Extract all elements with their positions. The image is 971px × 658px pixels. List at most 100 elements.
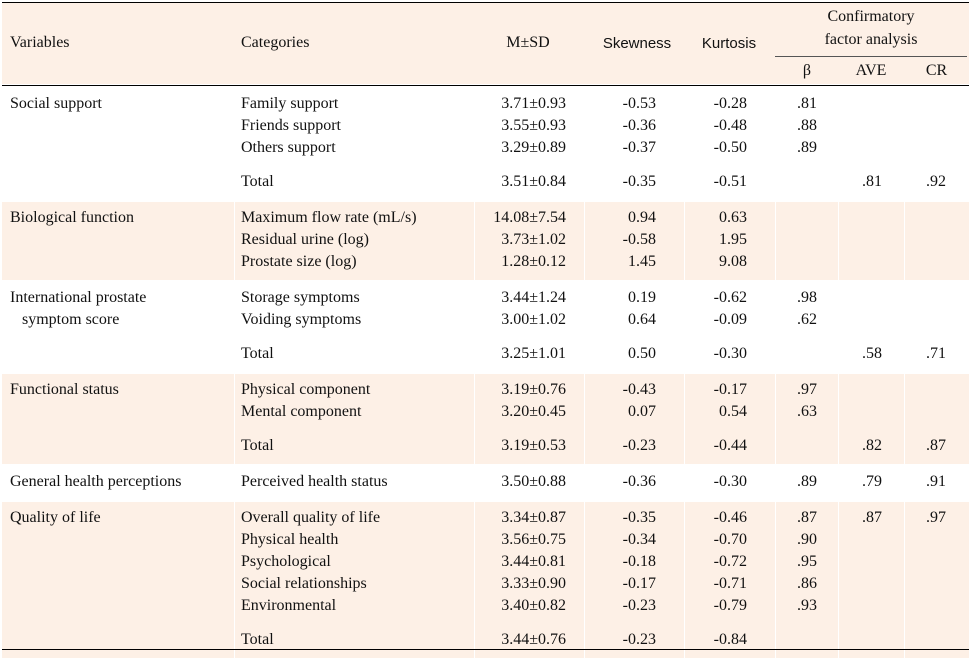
cell-msd: 3.71±0.93 — [501, 95, 566, 112]
cell-beta: .90 — [797, 531, 817, 548]
cell-skew: 1.45 — [628, 253, 656, 270]
group-band — [2, 502, 969, 658]
cell-msd: 3.51±0.84 — [501, 173, 566, 190]
cell-kurt: -0.79 — [713, 597, 747, 614]
cell-category: Total — [241, 631, 274, 648]
cell-kurt: 0.63 — [719, 209, 747, 226]
column-separator — [234, 374, 235, 464]
variable-name: Quality of life — [10, 509, 101, 526]
cell-category: Maximum flow rate (mL/s) — [241, 209, 417, 226]
cell-skew: -0.34 — [622, 531, 656, 548]
cell-skew: -0.17 — [622, 575, 656, 592]
header-msd: M±SD — [506, 34, 550, 51]
cell-category: Physical component — [241, 381, 371, 398]
column-separator — [838, 502, 839, 658]
cell-kurt: -0.17 — [713, 381, 747, 398]
header-ave: AVE — [855, 62, 887, 79]
cell-kurt: 1.95 — [719, 231, 747, 248]
cell-skew: 0.19 — [628, 289, 656, 306]
cell-category: Others support — [241, 139, 336, 156]
column-separator — [684, 202, 685, 280]
cell-kurt: 0.54 — [719, 403, 747, 420]
column-separator — [584, 502, 585, 658]
cell-category: Physical health — [241, 531, 339, 548]
cell-cr: .71 — [926, 345, 946, 362]
column-separator — [684, 374, 685, 464]
cell-category: Total — [241, 345, 274, 362]
column-separator — [904, 202, 905, 280]
column-separator — [775, 202, 776, 280]
cell-beta: .87 — [797, 509, 817, 526]
cell-cr: .87 — [926, 437, 946, 454]
header-kurtosis: Kurtosis — [701, 35, 757, 52]
variable-name: Functional status — [10, 381, 119, 398]
cell-beta: .88 — [797, 117, 817, 134]
cell-category: Total — [241, 173, 274, 190]
cell-kurt: -0.72 — [713, 553, 747, 570]
cell-kurt: -0.30 — [713, 345, 747, 362]
cell-ave: .82 — [862, 437, 882, 454]
cell-beta: .93 — [797, 597, 817, 614]
cell-beta: .97 — [797, 381, 817, 398]
cell-beta: .62 — [797, 311, 817, 328]
group-band — [2, 88, 969, 200]
cell-kurt: -0.62 — [713, 289, 747, 306]
cell-skew: -0.43 — [622, 381, 656, 398]
cell-category: Psychological — [241, 553, 331, 570]
cell-skew: -0.36 — [622, 473, 656, 490]
cell-skew: -0.53 — [622, 95, 656, 112]
header-beta: β — [802, 62, 812, 79]
column-separator — [775, 502, 776, 658]
cell-kurt: -0.71 — [713, 575, 747, 592]
cell-skew: 0.07 — [628, 403, 656, 420]
cell-msd: 3.56±0.75 — [501, 531, 566, 548]
cell-msd: 3.25±1.01 — [501, 345, 566, 362]
cell-skew: -0.58 — [622, 231, 656, 248]
cell-kurt: 9.08 — [719, 253, 747, 270]
cell-kurt: -0.28 — [713, 95, 747, 112]
cell-msd: 3.00±1.02 — [501, 311, 566, 328]
cell-skew: -0.35 — [622, 173, 656, 190]
cell-cr: .92 — [926, 173, 946, 190]
cell-msd: 3.73±1.02 — [501, 231, 566, 248]
cell-kurt: -0.48 — [713, 117, 747, 134]
cell-msd: 14.08±7.54 — [493, 209, 566, 226]
column-separator — [584, 374, 585, 464]
column-separator — [838, 374, 839, 464]
column-separator — [474, 502, 475, 658]
variable-name: symptom score — [22, 311, 120, 328]
cell-beta: .86 — [797, 575, 817, 592]
cell-skew: -0.23 — [622, 631, 656, 648]
column-separator — [474, 374, 475, 464]
cell-skew: 0.50 — [628, 345, 656, 362]
cell-kurt: -0.30 — [713, 473, 747, 490]
top-rule — [2, 2, 969, 3]
cell-skew: -0.23 — [622, 437, 656, 454]
column-separator — [838, 202, 839, 280]
cell-ave: .81 — [862, 173, 882, 190]
cell-kurt: -0.46 — [713, 509, 747, 526]
cell-msd: 3.19±0.53 — [501, 437, 566, 454]
group-band — [2, 466, 969, 500]
column-separator — [234, 202, 235, 280]
header-cfa-line1: Confirmatory — [827, 8, 915, 25]
cell-msd: 3.50±0.88 — [501, 473, 566, 490]
column-separator — [904, 374, 905, 464]
cell-kurt: -0.09 — [713, 311, 747, 328]
cell-skew: 0.64 — [628, 311, 656, 328]
header-skewness: Skewness — [602, 35, 672, 52]
variable-name: General health perceptions — [10, 473, 182, 490]
cell-msd: 3.44±0.76 — [501, 631, 566, 648]
cell-beta: .98 — [797, 289, 817, 306]
column-separator — [684, 502, 685, 658]
cell-cr: .91 — [926, 473, 946, 490]
cell-skew: -0.18 — [622, 553, 656, 570]
variable-name: Social support — [10, 95, 102, 112]
header-band — [2, 2, 969, 84]
bottom-rule — [2, 649, 969, 650]
cell-ave: .87 — [862, 509, 882, 526]
group-band — [2, 374, 969, 464]
cell-skew: -0.35 — [622, 509, 656, 526]
cell-category: Social relationships — [241, 575, 367, 592]
column-separator — [234, 502, 235, 658]
